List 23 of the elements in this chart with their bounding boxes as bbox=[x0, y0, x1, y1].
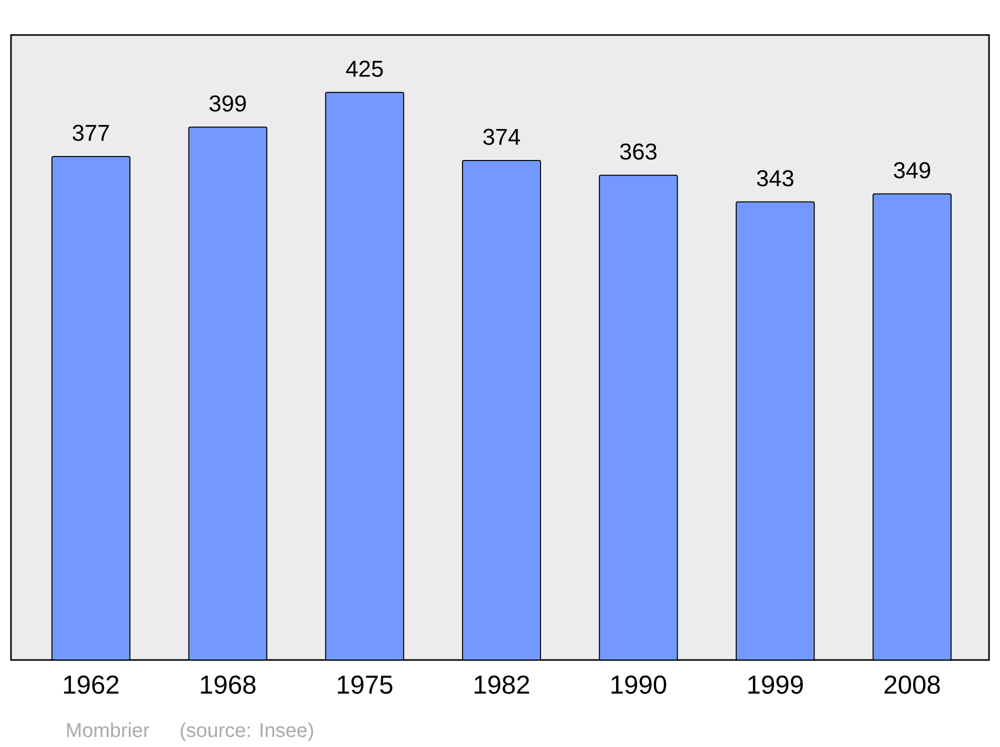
x-tick-label: 1975 bbox=[338, 676, 392, 694]
bar bbox=[736, 201, 815, 660]
data-label: 349 bbox=[894, 162, 930, 178]
x-tick-label: 1968 bbox=[200, 676, 256, 694]
x-tick-label: 1982 bbox=[474, 676, 530, 694]
text: Mombrier bbox=[67, 722, 150, 738]
x-tick-label: 2008 bbox=[884, 676, 940, 694]
x-tick-label: 1962 bbox=[64, 676, 118, 694]
bar bbox=[462, 160, 542, 660]
data-label: 374 bbox=[483, 128, 520, 145]
text: (source: Insee) bbox=[180, 722, 314, 742]
data-label: 377 bbox=[72, 124, 109, 141]
data-label: 399 bbox=[210, 95, 246, 112]
x-tick-label: 1999 bbox=[748, 676, 803, 694]
bar bbox=[188, 126, 268, 660]
data-label: 363 bbox=[620, 143, 656, 160]
data-label: 343 bbox=[757, 170, 794, 186]
bar bbox=[51, 156, 130, 660]
x-tick-label: 1990 bbox=[612, 676, 666, 694]
bar bbox=[598, 174, 678, 660]
data-label: 425 bbox=[346, 60, 383, 77]
bar bbox=[325, 92, 404, 660]
bar bbox=[872, 193, 952, 660]
